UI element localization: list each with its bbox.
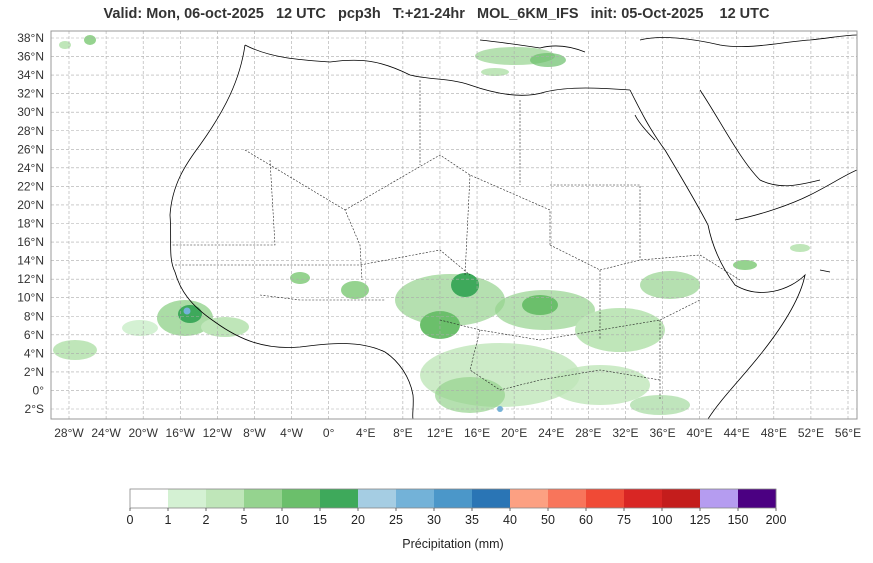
lon-label: 56°E xyxy=(835,426,861,440)
colorbar-swatch xyxy=(130,489,169,508)
lat-label: 30°N xyxy=(17,105,44,119)
colorbar-tick-label: 30 xyxy=(427,513,441,527)
lon-label: 4°W xyxy=(280,426,303,440)
colorbar-swatch xyxy=(548,489,587,508)
colorbar-swatch xyxy=(472,489,511,508)
lat-label: 10°N xyxy=(17,291,44,305)
colorbar-tick-label: 15 xyxy=(313,513,327,527)
lat-label: 36°N xyxy=(17,50,44,64)
latitude-labels: 38°N 36°N 34°N 32°N 30°N 28°N 26°N 24°N 22°N 20°N… xyxy=(17,31,44,416)
colorbar-tick-label: 1 xyxy=(165,513,172,527)
colorbar-swatch xyxy=(358,489,397,508)
colorbar-title: Précipitation (mm) xyxy=(402,537,504,551)
colorbar-swatch xyxy=(396,489,435,508)
lon-label: 8°E xyxy=(393,426,412,440)
lat-label: 28°N xyxy=(17,124,44,138)
lon-label: 28°W xyxy=(54,426,84,440)
colorbar-tick-label: 35 xyxy=(465,513,479,527)
colorbar-swatch xyxy=(168,489,207,508)
colorbar-tick-label: 25 xyxy=(389,513,403,527)
lat-label: 22°N xyxy=(17,179,44,193)
colorbar-swatch xyxy=(738,489,777,508)
lon-label: 24°E xyxy=(538,426,564,440)
precipitation-field xyxy=(53,35,810,415)
lon-label: 8°W xyxy=(243,426,266,440)
colorbar-tick-label: 10 xyxy=(275,513,289,527)
lon-label: 40°E xyxy=(687,426,713,440)
lat-label: 32°N xyxy=(17,87,44,101)
colorbar-swatch xyxy=(510,489,549,508)
lon-label: 32°E xyxy=(612,426,638,440)
lon-label: 16°W xyxy=(166,426,196,440)
lat-label: 16°N xyxy=(17,235,44,249)
lat-label: 24°N xyxy=(17,161,44,175)
lat-label: 8°N xyxy=(24,309,44,323)
lat-label: 4°N xyxy=(24,346,44,360)
colorbar-tick-label: 60 xyxy=(579,513,593,527)
coastlines xyxy=(169,34,857,419)
colorbar-frame xyxy=(129,488,777,509)
map-frame xyxy=(50,30,858,420)
lon-label: 20°W xyxy=(128,426,158,440)
colorbar-swatch xyxy=(662,489,701,508)
lat-label: 2°N xyxy=(24,365,44,379)
lon-label: 36°E xyxy=(649,426,675,440)
map-area xyxy=(51,31,857,419)
lat-label: 34°N xyxy=(17,68,44,82)
colorbar-tick-label: 0 xyxy=(127,513,134,527)
map-title: Valid: Mon, 06-oct-2025 12 UTC pcp3h T:+… xyxy=(103,6,770,22)
lat-label: 38°N xyxy=(17,31,44,45)
colorbar-tick-label: 150 xyxy=(728,513,749,527)
colorbar-tick-label: 40 xyxy=(503,513,517,527)
colorbar-tick-label: 200 xyxy=(766,513,787,527)
lon-label: 28°E xyxy=(575,426,601,440)
lat-label: 14°N xyxy=(17,254,44,268)
country-borders xyxy=(172,80,741,400)
lon-label: 16°E xyxy=(464,426,490,440)
colorbar-swatch xyxy=(282,489,321,508)
lat-label: 18°N xyxy=(17,217,44,231)
lon-label: 44°E xyxy=(724,426,750,440)
colorbar-tick-label: 125 xyxy=(690,513,711,527)
colorbar-tick-label: 2 xyxy=(203,513,210,527)
lon-label: 52°E xyxy=(798,426,824,440)
lon-label: 12°E xyxy=(427,426,453,440)
colorbar-tick-label: 75 xyxy=(617,513,631,527)
colorbar-swatch xyxy=(624,489,663,508)
lon-label: 48°E xyxy=(761,426,787,440)
lat-label: 26°N xyxy=(17,142,44,156)
lon-label: 20°E xyxy=(501,426,527,440)
lat-label: 0° xyxy=(33,383,45,397)
colorbar-tick-label: 5 xyxy=(241,513,248,527)
colorbar-swatch xyxy=(320,489,359,508)
colorbar-swatch xyxy=(206,489,245,508)
colorbar-tick-label: 100 xyxy=(652,513,673,527)
graticule xyxy=(51,31,857,419)
lat-label: 12°N xyxy=(17,272,44,286)
lat-label: 6°N xyxy=(24,328,44,342)
colorbar-swatch xyxy=(700,489,739,508)
lon-label: 4°E xyxy=(356,426,375,440)
lat-label: 2°S xyxy=(25,402,44,416)
colorbar-tick-label: 50 xyxy=(541,513,555,527)
lat-label: 20°N xyxy=(17,198,44,212)
lon-label: 0° xyxy=(323,426,335,440)
longitude-labels: 28°W 24°W 20°W 16°W 12°W 8°W 4°W 0° 4°E 8°E 12°E 16… xyxy=(54,426,861,440)
lon-label: 24°W xyxy=(91,426,121,440)
lon-label: 12°W xyxy=(203,426,233,440)
colorbar-swatch xyxy=(586,489,625,508)
colorbar-swatch xyxy=(244,489,283,508)
colorbar-swatch xyxy=(434,489,473,508)
colorbar: 0 1 2 5 10 15 20 25 30 35 40 50 60 75 100 125 150 200 xyxy=(127,488,787,527)
colorbar-tick-label: 20 xyxy=(351,513,365,527)
